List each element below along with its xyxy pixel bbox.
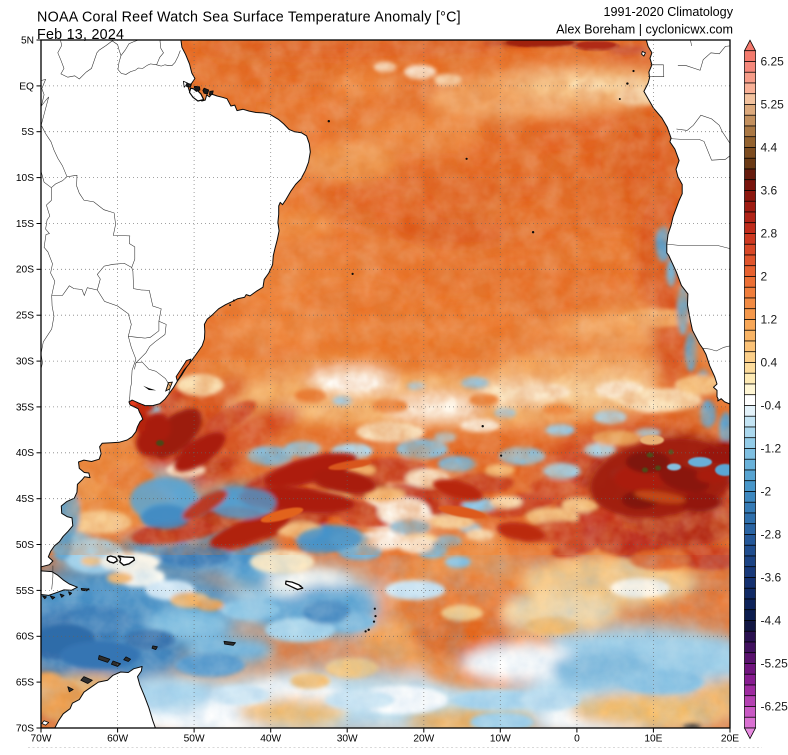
svg-text:10S: 10S	[16, 173, 34, 184]
svg-text:2.8: 2.8	[761, 227, 778, 241]
svg-text:15S: 15S	[16, 219, 34, 230]
svg-text:60S: 60S	[16, 632, 34, 643]
svg-text:70W: 70W	[31, 734, 52, 745]
svg-text:60W: 60W	[107, 734, 128, 745]
svg-text:0.4: 0.4	[761, 356, 778, 370]
svg-text:3.6: 3.6	[761, 184, 778, 198]
svg-text:10W: 10W	[490, 734, 511, 745]
svg-text:1991-2020 Climatology: 1991-2020 Climatology	[603, 5, 733, 19]
svg-text:-6.25: -6.25	[761, 700, 788, 714]
svg-text:50W: 50W	[184, 734, 205, 745]
svg-text:40W: 40W	[260, 734, 281, 745]
svg-text:0: 0	[574, 734, 580, 745]
svg-text:65S: 65S	[16, 678, 34, 689]
svg-text:-5.25: -5.25	[761, 657, 788, 671]
svg-text:Feb 13, 2024: Feb 13, 2024	[37, 27, 124, 43]
svg-text:-3.6: -3.6	[761, 571, 782, 585]
svg-text:6.25: 6.25	[761, 55, 785, 69]
svg-text:20S: 20S	[16, 265, 34, 276]
svg-text:Alex Boreham | cyclonicwx.com: Alex Boreham | cyclonicwx.com	[556, 23, 733, 37]
svg-text:EQ: EQ	[19, 81, 34, 92]
svg-text:-2: -2	[761, 485, 772, 499]
svg-text:-2.8: -2.8	[761, 528, 782, 542]
svg-text:-1.2: -1.2	[761, 442, 782, 456]
svg-text:10E: 10E	[644, 734, 662, 745]
svg-text:40S: 40S	[16, 448, 34, 459]
svg-text:NOAA Coral Reef Watch Sea Surf: NOAA Coral Reef Watch Sea Surface Temper…	[37, 10, 461, 26]
svg-text:-4.4: -4.4	[761, 614, 782, 628]
svg-text:-0.4: -0.4	[761, 399, 782, 413]
svg-text:1.2: 1.2	[761, 313, 778, 327]
svg-text:5.25: 5.25	[761, 98, 785, 112]
svg-text:5N: 5N	[21, 35, 34, 46]
svg-text:55S: 55S	[16, 586, 34, 597]
svg-text:30S: 30S	[16, 357, 34, 368]
svg-text:25S: 25S	[16, 311, 34, 322]
svg-text:50S: 50S	[16, 540, 34, 551]
svg-text:2: 2	[761, 270, 768, 284]
svg-text:35S: 35S	[16, 402, 34, 413]
svg-text:20E: 20E	[721, 734, 739, 745]
svg-text:4.4: 4.4	[761, 141, 778, 155]
svg-text:30W: 30W	[337, 734, 358, 745]
svg-text:45S: 45S	[16, 494, 34, 505]
svg-text:5S: 5S	[22, 127, 35, 138]
svg-text:20W: 20W	[413, 734, 434, 745]
